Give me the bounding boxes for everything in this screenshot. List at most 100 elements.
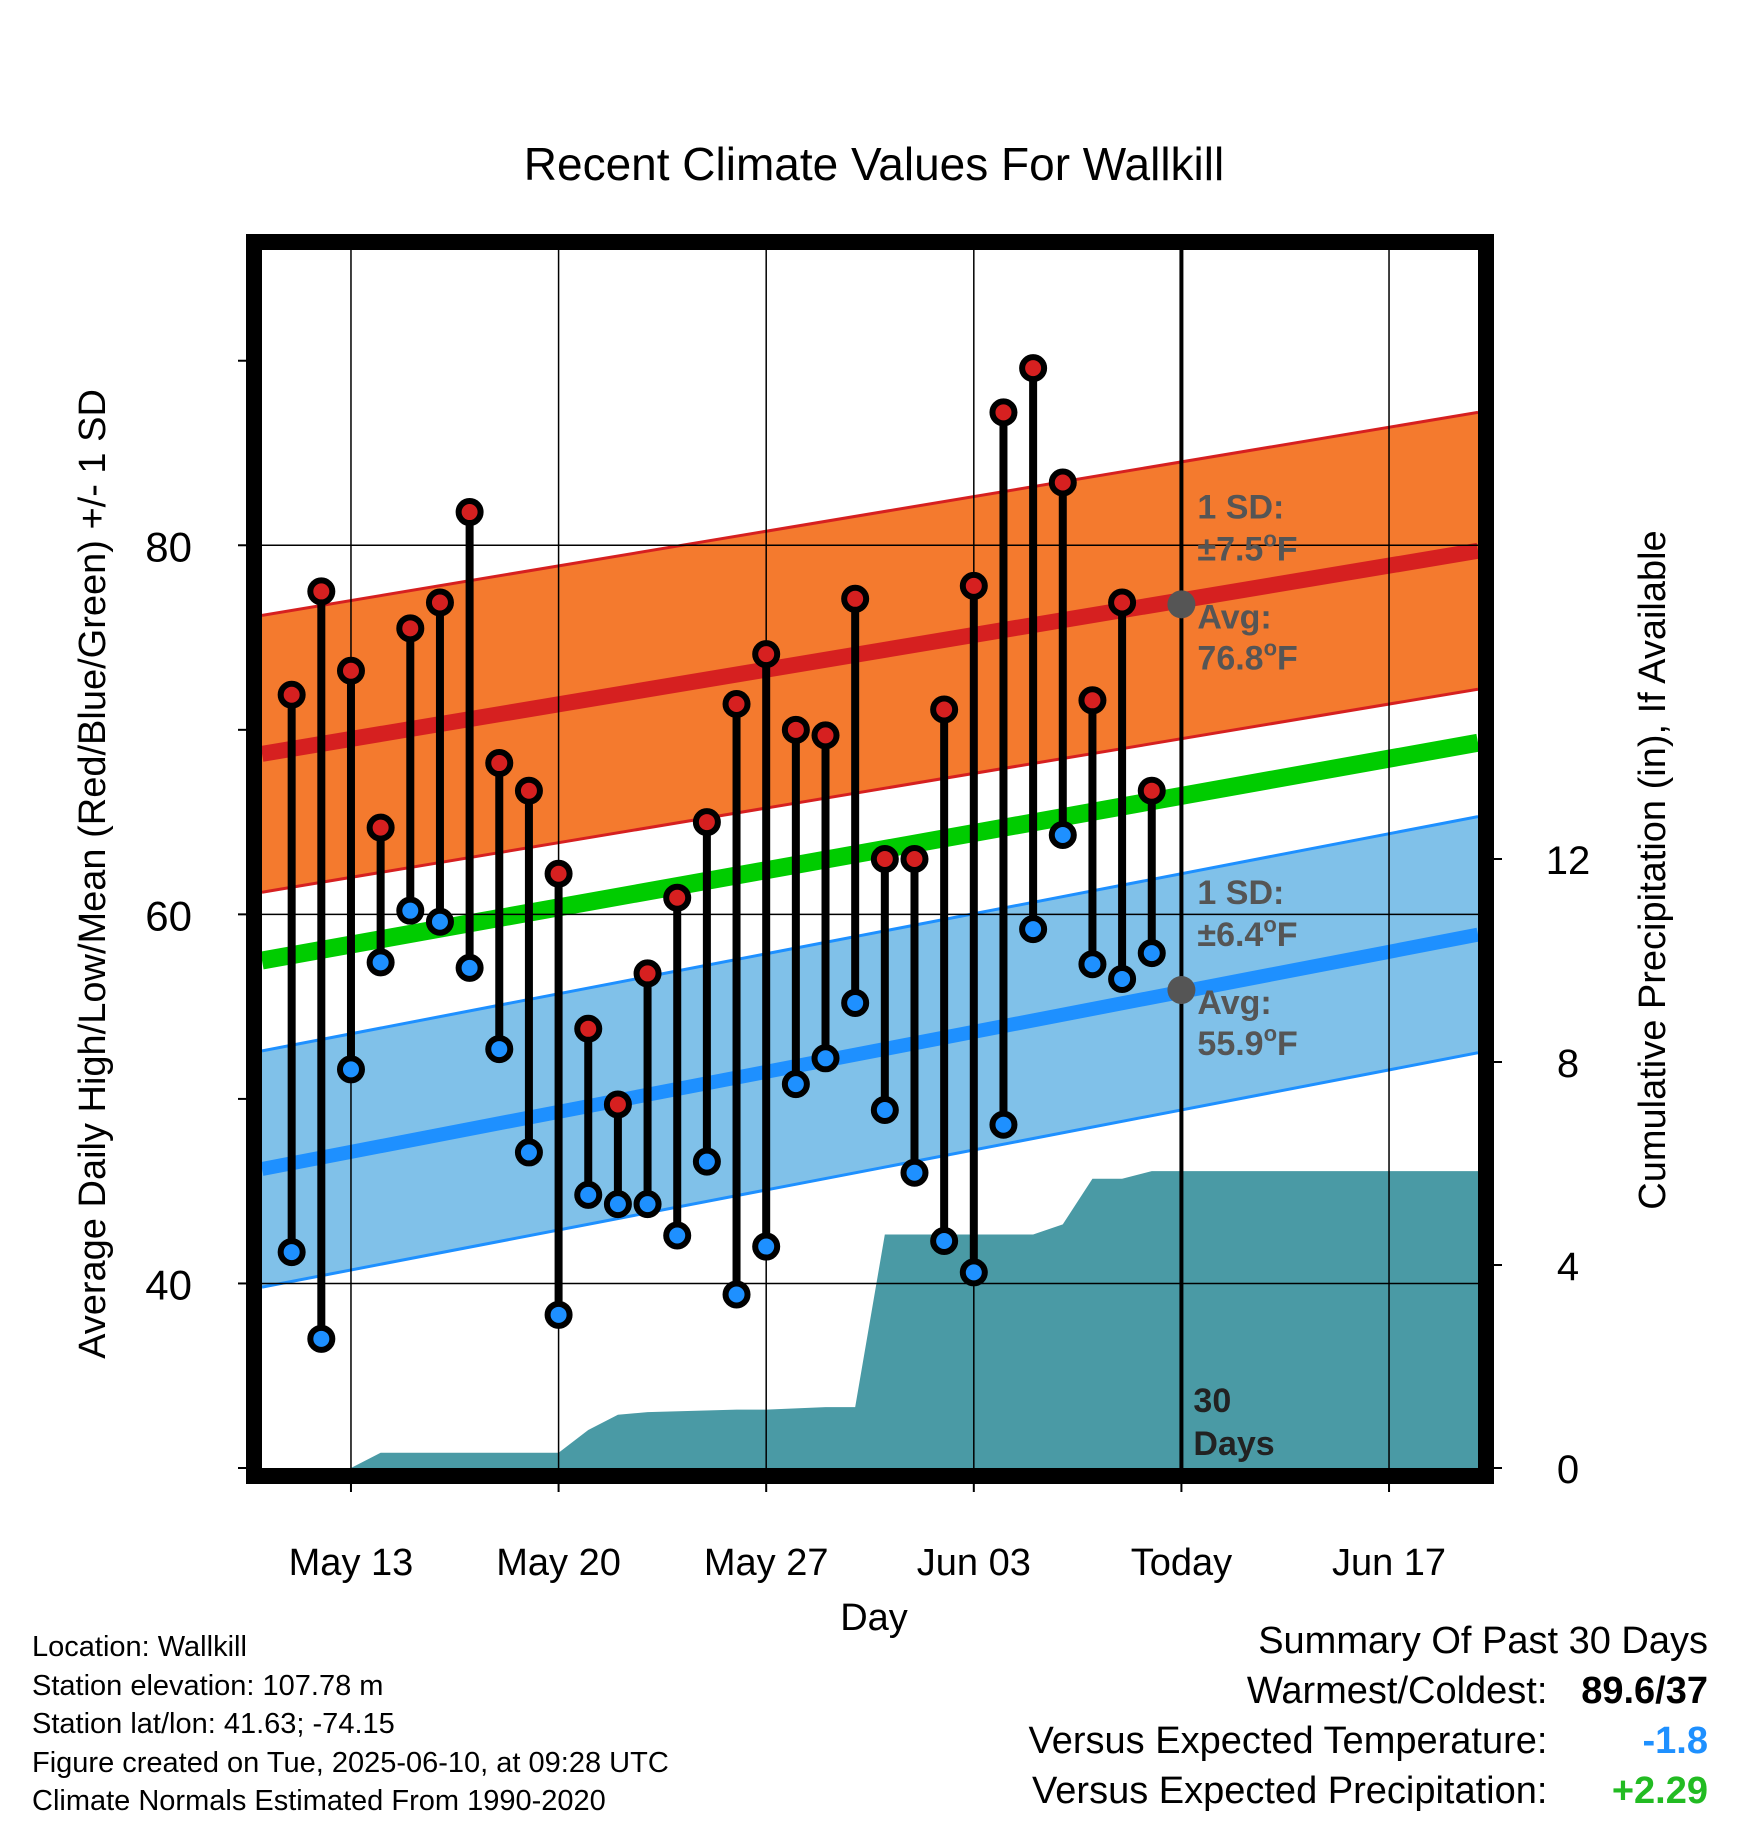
low-temp-point [544, 1300, 573, 1329]
low-sd-label: 1 SD: [1197, 874, 1284, 912]
warm-cold-row: Warmest/Coldest: 89.6/37 [1029, 1666, 1708, 1716]
low-temp-point [870, 1095, 899, 1124]
low-temp-point [514, 1138, 543, 1167]
y2-tick-label: 0 [1557, 1448, 1579, 1492]
x-tick-label: May 13 [289, 1542, 414, 1584]
high-avg-label: Avg: [1197, 598, 1271, 636]
normals-text: Climate Normals Estimated From 1990-2020 [32, 1785, 606, 1817]
high-sd-value: ±7.5oF [1197, 526, 1297, 568]
avg-low-marker [1167, 976, 1196, 1005]
low-temp-point [425, 907, 454, 936]
high-temp-point [485, 749, 514, 778]
low-temp-point [1048, 821, 1077, 850]
low-avg-value: 55.9oF [1197, 1021, 1297, 1063]
high-temp-point [1137, 776, 1166, 805]
warm-cold-label: Warmest/Coldest: [1246, 1670, 1548, 1712]
y-axis-label: Average Daily High/Low/Mean (Red/Blue/Gr… [72, 389, 114, 1359]
x-tick-label: Jun 17 [1332, 1542, 1446, 1584]
avg-high-marker [1167, 590, 1196, 619]
low-temp-point [663, 1221, 692, 1250]
precip-area [350, 1171, 1478, 1468]
high-temp-point [603, 1090, 632, 1119]
low-temp-point [485, 1035, 514, 1064]
today-days-number: 30 [1193, 1382, 1231, 1420]
normal-low-band-upper-edge [262, 815, 1478, 1053]
x-axis-label: Day [840, 1597, 908, 1639]
low-temp-point [781, 1070, 810, 1099]
high-temp-point [841, 584, 870, 613]
low-temp-point [930, 1227, 959, 1256]
high-temp-point [366, 813, 395, 842]
high-temp-point [870, 845, 899, 873]
high-temp-point [722, 689, 751, 718]
low-temp-point [811, 1044, 840, 1073]
low-temp-point [959, 1258, 988, 1287]
low-temp-point [722, 1280, 751, 1309]
precip-value: +2.29 [1611, 1770, 1708, 1812]
precip-row: Versus Expected Precipitation: +2.29 [1029, 1766, 1708, 1816]
high-temp-point [959, 571, 988, 600]
y2-tick-label: 12 [1546, 839, 1591, 883]
low-temp-point [455, 953, 484, 982]
low-temp-point [1137, 939, 1166, 968]
low-temp-point [396, 896, 425, 925]
high-temp-point [930, 695, 959, 724]
low-temp-point [336, 1055, 365, 1084]
high-temp-point [752, 640, 781, 669]
low-temp-point [1108, 964, 1137, 993]
y2-tick-label: 8 [1557, 1042, 1579, 1086]
low-sd-value: ±6.4oF [1197, 912, 1297, 954]
normal-mean-line [262, 733, 1478, 970]
y-tick-label: 40 [145, 1261, 192, 1308]
location-text: Location: Wallkill [32, 1631, 247, 1663]
high-sd-label: 1 SD: [1197, 488, 1284, 526]
low-temp-point [603, 1190, 632, 1219]
warm-cold-value: 89.6/37 [1581, 1670, 1708, 1712]
high-temp-point [900, 845, 929, 873]
elevation-text: Station elevation: 107.78 m [32, 1669, 384, 1702]
normal-low-band-lower-edge [262, 1051, 1478, 1289]
high-temp-point [692, 808, 721, 837]
low-temp-point [692, 1147, 721, 1176]
normal-high-line [262, 542, 1478, 762]
low-temp-point [366, 948, 395, 977]
high-temp-point [1078, 686, 1107, 715]
high-temp-point [455, 498, 484, 527]
y-tick-label: 60 [145, 892, 192, 939]
high-temp-point [425, 588, 454, 617]
temp-label: Versus Expected Temperature: [1028, 1720, 1548, 1762]
normal-high-band-upper-edge [262, 410, 1478, 617]
low-avg-label: Avg: [1197, 984, 1271, 1022]
low-temp-point [277, 1238, 306, 1267]
low-temp-point [752, 1232, 781, 1261]
station-metadata: Location: Wallkill Station elevation: 10… [32, 1628, 669, 1821]
precip-label: Versus Expected Precipitation: [1032, 1770, 1548, 1812]
summary-panel: Summary Of Past 30 Days Warmest/Coldest:… [1029, 1616, 1708, 1816]
low-temp-point [989, 1110, 1018, 1139]
high-temp-point [514, 776, 543, 805]
temp-row: Versus Expected Temperature: -1.8 [1029, 1716, 1708, 1766]
high-avg-value: 76.8oF [1197, 635, 1297, 677]
high-temp-point [336, 656, 365, 685]
low-temp-point [841, 988, 870, 1017]
normal-low-line [262, 927, 1478, 1176]
summary-title: Summary Of Past 30 Days [1258, 1620, 1708, 1662]
low-temp-point [1019, 915, 1048, 944]
y-tick-label: 80 [145, 523, 192, 570]
low-temp-point [633, 1190, 662, 1219]
high-temp-point [989, 398, 1018, 427]
low-temp-point [900, 1158, 929, 1187]
today-days-label: Days [1193, 1425, 1274, 1463]
high-temp-point [396, 614, 425, 643]
low-temp-point [574, 1180, 603, 1209]
high-temp-point [633, 959, 662, 988]
high-temp-point [811, 721, 840, 750]
high-temp-point [307, 577, 336, 606]
created-text: Figure created on Tue, 2025-06-10, at 09… [32, 1746, 669, 1779]
x-tick-label: Jun 03 [917, 1542, 1031, 1584]
x-tick-label: May 20 [496, 1542, 621, 1584]
temp-value: -1.8 [1642, 1720, 1708, 1762]
high-temp-point [1048, 468, 1077, 497]
